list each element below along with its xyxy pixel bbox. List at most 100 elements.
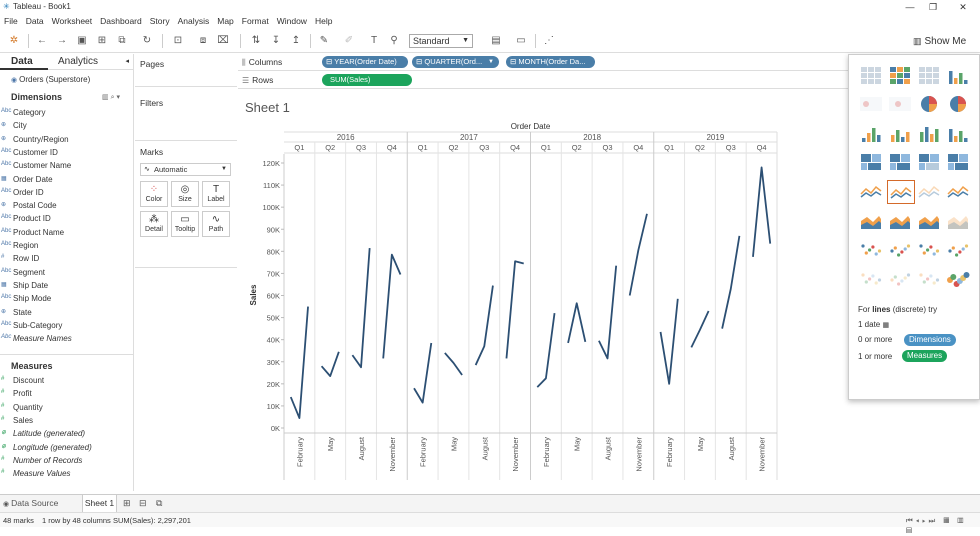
show-me-chart-option[interactable]	[858, 267, 886, 291]
mark-tooltip-button[interactable]: ▭ Tooltip	[171, 211, 199, 237]
mark-size-button[interactable]: ◎ Size	[171, 181, 199, 207]
show-me-chart-option[interactable]	[887, 122, 915, 146]
menu-map[interactable]: Map	[217, 16, 234, 26]
show-labels-icon[interactable]: T	[370, 35, 378, 46]
show-me-chart-option[interactable]	[887, 209, 915, 233]
fix-axes-icon[interactable]: ⚲	[390, 35, 398, 46]
tab-data-source[interactable]: ◉ Data Source	[3, 498, 58, 508]
show-me-chart-option[interactable]	[916, 180, 944, 204]
forward-icon[interactable]: →	[57, 35, 67, 46]
pill-year-order-date[interactable]: ⊟ YEAR(Order Date)	[322, 56, 408, 68]
dimension-field[interactable]: ⊕ Country/Region	[1, 135, 69, 144]
duplicate-icon[interactable]: ⧈	[199, 35, 207, 46]
dimension-field[interactable]: Abc Customer ID	[1, 148, 58, 157]
show-me-chart-option[interactable]	[916, 151, 944, 175]
refresh-icon[interactable]: ↻	[142, 35, 152, 46]
show-me-chart-option[interactable]	[858, 209, 886, 233]
dimension-field[interactable]: Abc Measure Names	[1, 334, 72, 343]
menu-window[interactable]: Window	[276, 16, 307, 26]
pill-month-order-date[interactable]: ⊟ MONTH(Order Da...	[506, 56, 595, 68]
dimension-field[interactable]: # Row ID	[1, 254, 39, 263]
menu-worksheet[interactable]: Worksheet	[51, 16, 93, 26]
measure-field[interactable]: # Sales	[1, 416, 33, 425]
search-icon[interactable]: ⌕	[110, 94, 115, 101]
dimension-field[interactable]: Abc Product Name	[1, 228, 64, 237]
minimize-icon[interactable]: —	[905, 2, 915, 12]
back-icon[interactable]: ←	[37, 35, 47, 46]
pill-sum-sales[interactable]: SUM(Sales)	[322, 74, 412, 86]
show-me-chart-option[interactable]	[858, 64, 886, 88]
sheet-nav-icons[interactable]: ⏮◂▸⏭ ▦ ▥ ▤	[906, 516, 967, 535]
dimension-field[interactable]: Abc Product ID	[1, 214, 51, 223]
close-icon[interactable]: ✕	[959, 2, 967, 12]
measure-field[interactable]: # Profit	[1, 389, 32, 398]
show-me-chart-option[interactable]	[858, 180, 886, 204]
mark-detail-button[interactable]: ⁂ Detail	[140, 211, 168, 237]
show-me-chart-option[interactable]	[945, 93, 973, 117]
show-me-chart-option[interactable]	[916, 93, 944, 117]
show-me-chart-option[interactable]	[945, 238, 973, 262]
measure-field[interactable]: # Number of Records	[1, 456, 82, 465]
clear-sheet-icon[interactable]: ⌧	[217, 35, 229, 46]
show-me-chart-option[interactable]	[916, 64, 944, 88]
maximize-icon[interactable]: ❐	[928, 2, 938, 12]
menu-dashboard[interactable]: Dashboard	[100, 16, 142, 26]
measure-field[interactable]: # Quantity	[1, 403, 43, 412]
show-me-chart-option[interactable]	[945, 122, 973, 146]
share-icon[interactable]: ⋰	[544, 35, 554, 46]
collapse-icon[interactable]: ◂	[125, 58, 129, 65]
show-me-chart-option[interactable]	[887, 180, 915, 204]
measure-field[interactable]: # Discount	[1, 376, 44, 385]
show-me-chart-option[interactable]	[887, 64, 915, 88]
show-me-chart-option[interactable]	[916, 267, 944, 291]
tab-analytics[interactable]: Analytics ◂	[48, 54, 134, 70]
menu-icon[interactable]: ▾	[116, 94, 120, 101]
tableau-home-icon[interactable]: ✲	[9, 35, 19, 46]
show-me-chart-option[interactable]	[858, 151, 886, 175]
show-me-chart-option[interactable]	[916, 122, 944, 146]
show-me-chart-option[interactable]	[858, 93, 886, 117]
pill-quarter-order-date[interactable]: ⊟ QUARTER(Ord... ▼	[412, 56, 499, 68]
dimension-field[interactable]: ▦ Order Date	[1, 175, 53, 184]
new-datasource-icon[interactable]: ⊞	[97, 35, 107, 46]
dimension-field[interactable]: ⊕ Postal Code	[1, 201, 57, 210]
show-me-chart-option[interactable]	[887, 238, 915, 262]
show-me-chart-option[interactable]	[916, 238, 944, 262]
show-me-chart-option[interactable]	[945, 267, 973, 291]
show-me-chart-option[interactable]	[887, 267, 915, 291]
cards-icon[interactable]: ▤	[491, 35, 501, 46]
dimension-field[interactable]: Abc Order ID	[1, 188, 44, 197]
new-story-icon[interactable]: ⧉	[156, 498, 163, 508]
dimension-field[interactable]: ⊕ State	[1, 308, 32, 317]
menu-data[interactable]: Data	[25, 16, 44, 26]
rows-shelf[interactable]: ☰ Rows SUM(Sales)	[238, 72, 848, 89]
sort-ascending-icon[interactable]: ↧	[271, 35, 281, 46]
show-me-chart-option[interactable]	[916, 209, 944, 233]
dimension-field[interactable]: Abc Segment	[1, 268, 45, 277]
measure-field[interactable]: ⊕ Longitude (generated)	[1, 443, 92, 452]
menu-file[interactable]: File	[4, 16, 18, 26]
new-worksheet-icon[interactable]: ⊞	[123, 498, 131, 508]
menu-format[interactable]: Format	[241, 16, 269, 26]
menu-help[interactable]: Help	[314, 16, 333, 26]
dimension-field[interactable]: Abc Sub-Category	[1, 321, 62, 330]
fit-select[interactable]: Standard ▼	[409, 34, 473, 48]
measure-field[interactable]: ⊕ Latitude (generated)	[1, 429, 85, 438]
dimension-field[interactable]: ▦ Ship Date	[1, 281, 48, 290]
mark-label-button[interactable]: T Label	[202, 181, 230, 207]
presentation-icon[interactable]: ▭	[516, 35, 526, 46]
group-icon[interactable]: ✐	[344, 35, 354, 46]
show-me-chart-option[interactable]	[858, 122, 886, 146]
dimension-field[interactable]: ⊕ City	[1, 121, 27, 130]
dimension-field[interactable]: Abc Region	[1, 241, 38, 250]
mark-color-button[interactable]: ⁘ Color	[140, 181, 168, 207]
tab-data[interactable]: Data	[0, 54, 48, 70]
show-me-button[interactable]: ▥ Show Me	[913, 34, 966, 49]
show-me-chart-option[interactable]	[945, 180, 973, 204]
columns-shelf[interactable]: ⫼ Columns ⊟ YEAR(Order Date) ⊟ QUARTER(Or…	[238, 54, 848, 71]
tab-sheet-1[interactable]: Sheet 1	[82, 495, 117, 513]
menu-analysis[interactable]: Analysis	[177, 16, 210, 26]
swap-icon[interactable]: ⇅	[251, 35, 261, 46]
show-me-chart-option[interactable]	[887, 93, 915, 117]
show-me-chart-option[interactable]	[858, 238, 886, 262]
